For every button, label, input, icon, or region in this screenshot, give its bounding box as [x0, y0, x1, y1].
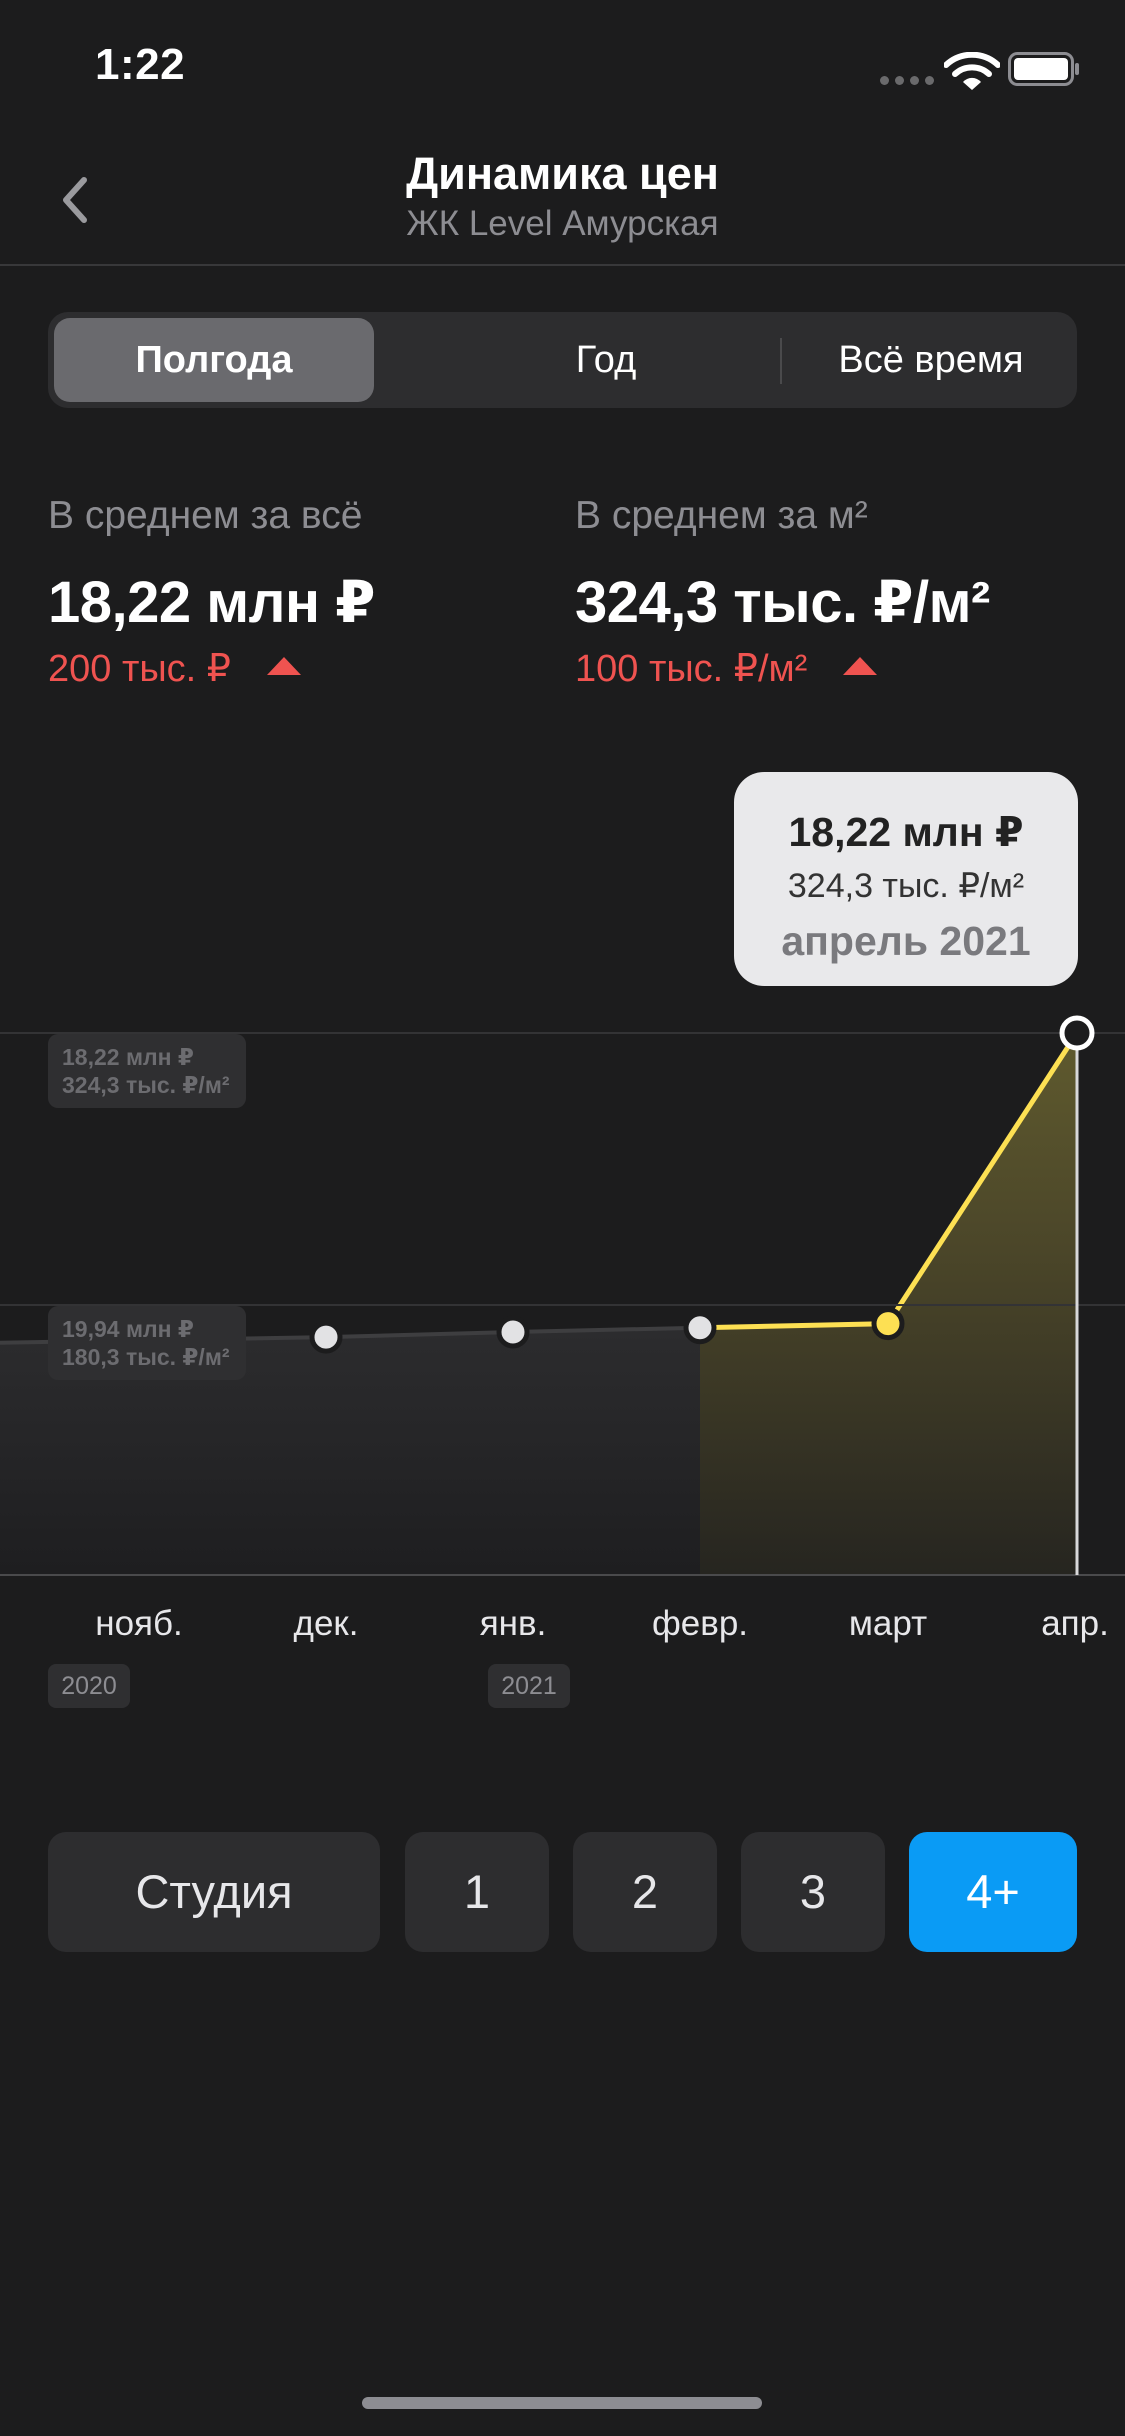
- x-label-dec: дек.: [293, 1604, 359, 1643]
- chart-point: [871, 1307, 905, 1341]
- signal-icon: [880, 76, 934, 86]
- chart-point: [683, 1311, 717, 1345]
- chart-area-highlight: [700, 1033, 1077, 1575]
- average-sqm-label: В среднем за м²: [575, 494, 868, 537]
- average-sqm-change: 100 тыс. ₽/м²: [575, 646, 878, 691]
- room-filter-2[interactable]: 2: [573, 1832, 717, 1952]
- y-label-lower-sqm: 180,3 тыс. ₽/м²: [62, 1344, 230, 1370]
- x-label-jan: янв.: [479, 1604, 547, 1643]
- tab-all-time[interactable]: Всё время: [838, 339, 1024, 381]
- average-total-label: В среднем за всё: [48, 494, 363, 537]
- navigation-bar: Динамика цен ЖК Level Амурская: [0, 140, 1125, 266]
- x-label-mar: март: [848, 1604, 928, 1643]
- segment-divider: [780, 338, 782, 384]
- average-sqm-value: 324,3 тыс. ₽/м²: [575, 570, 990, 635]
- average-total-value: 18,22 млн ₽: [48, 570, 376, 635]
- tab-half-year[interactable]: Полгода: [54, 318, 374, 402]
- chevron-left-icon[interactable]: [52, 170, 96, 230]
- home-indicator: [362, 2397, 762, 2409]
- x-label-apr: апр.: [1041, 1604, 1109, 1643]
- average-sqm-change-text: 100 тыс. ₽/м²: [575, 648, 808, 690]
- status-bar: 1:22: [0, 0, 1125, 140]
- y-label-upper-sqm: 324,3 тыс. ₽/м²: [62, 1072, 230, 1098]
- wifi-icon: [944, 52, 1000, 90]
- room-filter-3[interactable]: 3: [741, 1832, 885, 1952]
- chart-point-selected: [1059, 1015, 1095, 1051]
- battery-icon: [1008, 52, 1079, 86]
- trend-up-icon: [266, 657, 301, 675]
- y-label-lower-total: 19,94 млн ₽: [62, 1316, 194, 1342]
- x-label-feb: февр.: [651, 1604, 749, 1643]
- year-badge-2020: 2020: [48, 1664, 130, 1708]
- chart-tooltip: 18,22 млн ₽ 324,3 тыс. ₽/м² апрель 2021: [734, 772, 1078, 986]
- y-label-upper: 18,22 млн ₽ 324,3 тыс. ₽/м²: [48, 1034, 246, 1108]
- tooltip-total: 18,22 млн ₽: [788, 809, 1024, 855]
- y-label-lower: 19,94 млн ₽ 180,3 тыс. ₽/м²: [48, 1306, 246, 1380]
- tooltip-sqm: 324,3 тыс. ₽/м²: [787, 867, 1025, 905]
- average-total-change: 200 тыс. ₽: [48, 646, 301, 691]
- chart-area-past: [0, 1327, 700, 1575]
- tooltip-date: апрель 2021: [781, 918, 1031, 964]
- x-label-nov: нояб.: [95, 1604, 183, 1643]
- average-total-change-text: 200 тыс. ₽: [48, 648, 231, 690]
- chart-point: [309, 1320, 343, 1354]
- room-filter-4plus[interactable]: 4+: [909, 1832, 1077, 1952]
- trend-up-icon: [843, 657, 878, 675]
- room-filter-studio[interactable]: Студия: [48, 1832, 380, 1952]
- chart-point: [496, 1315, 530, 1349]
- period-segmented-control: Полгода Год Всё время: [48, 312, 1077, 408]
- room-filter-1[interactable]: 1: [405, 1832, 549, 1952]
- tab-year[interactable]: Год: [575, 339, 637, 381]
- page-title: Динамика цен: [406, 148, 719, 199]
- status-time: 1:22: [95, 40, 186, 89]
- page-subtitle: ЖК Level Амурская: [406, 204, 719, 243]
- year-badge-2021: 2021: [488, 1664, 570, 1708]
- y-label-upper-total: 18,22 млн ₽: [62, 1044, 194, 1070]
